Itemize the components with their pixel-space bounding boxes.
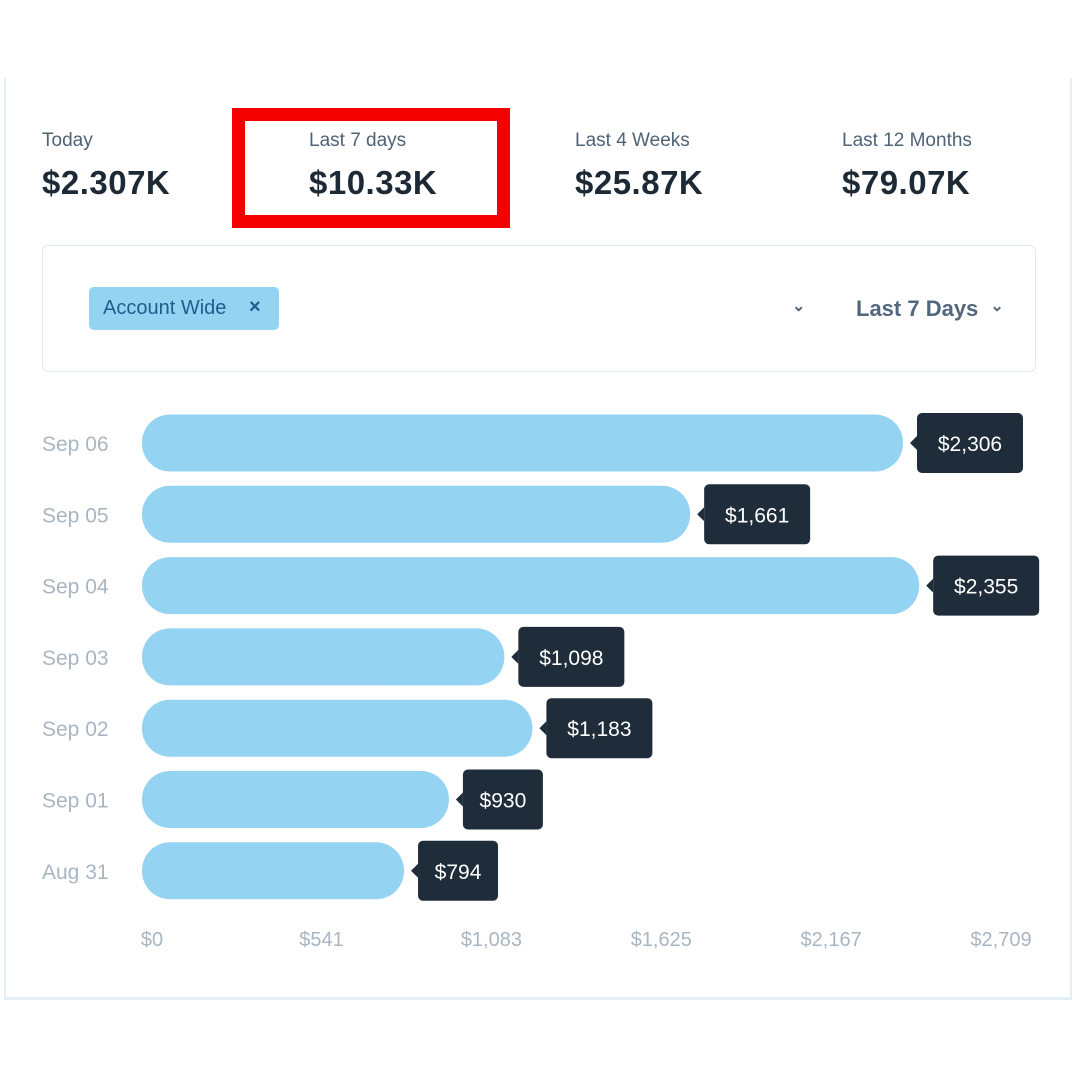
- tooltip-pointer: [411, 863, 419, 878]
- bar: [142, 628, 505, 686]
- value-tooltip: [418, 840, 499, 901]
- data-label: $1,661: [725, 504, 789, 527]
- stat-value: $79.07K: [842, 164, 971, 201]
- bar: [142, 699, 533, 757]
- x-tick-label: $541: [299, 929, 344, 951]
- stat-label: Last 12 Months: [842, 130, 972, 151]
- tooltip-pointer: [926, 578, 934, 593]
- stat-label: Last 7 days: [309, 130, 407, 151]
- date-range-label: Last 7 Days: [856, 296, 979, 321]
- account-wide-chip[interactable]: Account Wide ×: [89, 287, 279, 330]
- data-label: $930: [480, 790, 527, 813]
- stat-last-12-months[interactable]: Last 12 Months $79.07K: [842, 130, 972, 202]
- category-label: Sep 05: [42, 504, 109, 527]
- chevron-down-icon: ⌄: [990, 298, 1004, 315]
- stat-label: Last 4 Weeks: [575, 130, 690, 151]
- category-label: Sep 03: [42, 647, 109, 670]
- tooltip-pointer: [697, 507, 705, 522]
- category-label: Sep 01: [42, 790, 109, 813]
- category-label: Aug 31: [42, 861, 109, 884]
- data-label: $1,183: [567, 718, 631, 741]
- data-label: $1,098: [539, 647, 603, 670]
- category-label: Sep 04: [42, 576, 109, 599]
- bar: [142, 842, 405, 900]
- x-tick-label: $2,167: [801, 929, 862, 951]
- value-tooltip: [933, 555, 1040, 616]
- category-label: Sep 06: [42, 433, 109, 456]
- data-label: $2,306: [938, 433, 1002, 456]
- bar: [142, 557, 920, 615]
- chip-label: Account Wide: [103, 297, 227, 319]
- bar: [142, 485, 691, 543]
- x-tick-label: $1,083: [461, 929, 522, 951]
- stat-value: $10.33K: [309, 164, 438, 201]
- value-tooltip: [518, 626, 625, 687]
- stat-value: $2.307K: [42, 164, 171, 201]
- tooltip-pointer: [539, 721, 547, 736]
- bar: [142, 414, 904, 472]
- value-tooltip: [917, 413, 1024, 473]
- data-label: $794: [435, 861, 482, 884]
- chevron-down-icon[interactable]: ⌄: [792, 298, 806, 315]
- stat-last-7-days[interactable]: Last 7 days $10.33K: [309, 130, 437, 202]
- tooltip-pointer: [511, 649, 519, 664]
- stat-today[interactable]: Today $2.307K: [42, 130, 170, 202]
- value-tooltip: [546, 698, 653, 759]
- stat-last-4-weeks[interactable]: Last 4 Weeks $25.87K: [575, 130, 703, 202]
- value-tooltip: [462, 769, 543, 830]
- x-tick-label: $0: [141, 929, 163, 951]
- highlight-box: [232, 108, 510, 228]
- category-label: Sep 02: [42, 718, 109, 741]
- stat-label: Today: [42, 130, 93, 151]
- x-tick-label: $2,709: [970, 929, 1031, 951]
- filter-bar: Account Wide × ⌄ Last 7 Days ⌄: [42, 245, 1036, 372]
- tooltip-pointer: [455, 792, 463, 807]
- value-tooltip: [704, 484, 811, 545]
- data-label: $2,355: [954, 576, 1018, 599]
- tooltip-pointer: [910, 436, 918, 450]
- date-range-dropdown[interactable]: Last 7 Days ⌄: [856, 296, 1004, 322]
- x-tick-label: $1,625: [631, 929, 692, 951]
- bar: [142, 771, 449, 828]
- stat-value: $25.87K: [575, 164, 704, 201]
- close-icon[interactable]: ×: [249, 296, 261, 318]
